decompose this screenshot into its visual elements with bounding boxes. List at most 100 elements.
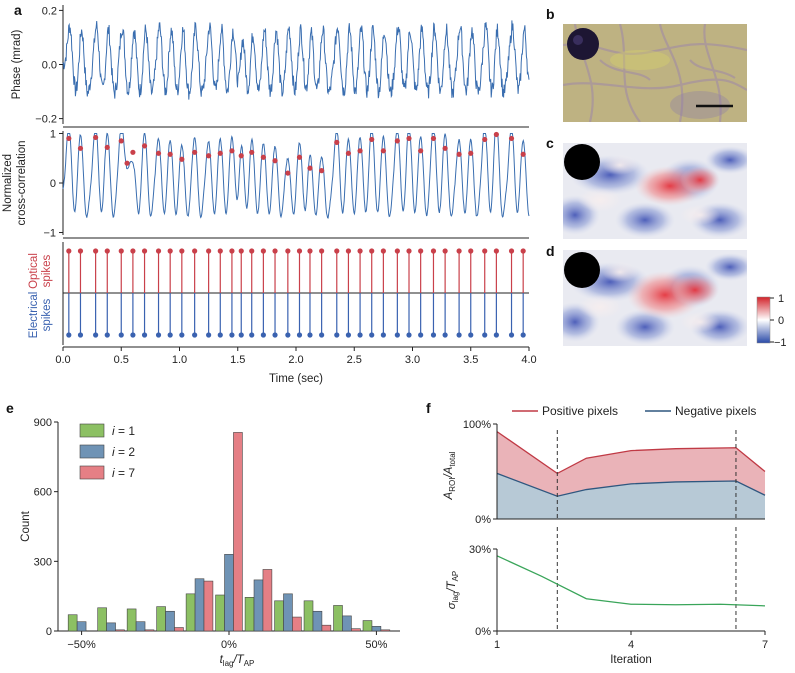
optical-spike-marker	[468, 248, 474, 254]
peak-marker	[130, 149, 136, 155]
colorbar-tick-0: 0	[778, 315, 784, 327]
peak-marker	[296, 154, 303, 160]
electrical-spike-marker	[319, 332, 325, 338]
electrode-shadow-d	[564, 252, 600, 288]
optical-spike-marker	[456, 248, 462, 254]
electrical-spike-marker	[394, 332, 400, 338]
x-tick-label: 2.5	[347, 354, 362, 366]
y-tick-label: 0	[50, 178, 56, 190]
correlation-map-c	[563, 143, 747, 239]
bar-i1_green	[333, 605, 343, 632]
peak-marker	[418, 148, 424, 154]
peak-marker	[206, 153, 212, 159]
bar-i2_blue	[76, 621, 87, 632]
electrical-spike-marker	[249, 332, 255, 338]
peak-marker	[155, 150, 162, 156]
x-tick-label: 1	[494, 639, 500, 651]
optical-spike-marker	[357, 248, 363, 254]
peak-marker	[442, 145, 448, 151]
optical-spike-marker	[272, 248, 278, 254]
electrical-spike-marker	[493, 332, 499, 338]
optical-spike-marker	[369, 248, 375, 254]
optical-spike-marker	[406, 248, 412, 254]
peak-marker	[104, 144, 110, 150]
bar-i2_blue	[106, 622, 116, 632]
electrical-spike-marker	[307, 332, 313, 338]
electrical-spike-marker	[155, 332, 162, 338]
bar-i2_blue	[283, 593, 293, 632]
optical-spike-marker	[334, 248, 340, 254]
peak-marker	[380, 148, 386, 154]
bar-i1_green	[362, 620, 373, 632]
bar-i7_red	[351, 628, 361, 632]
x-tick-label: 0%	[221, 639, 237, 651]
optical-spike-marker	[167, 248, 173, 254]
positive-area	[497, 431, 765, 497]
bar-i7_red	[380, 629, 391, 632]
panel-label-f: f	[426, 400, 431, 416]
x-tick-label: 3.0	[405, 354, 420, 366]
optical-spike-marker	[238, 248, 244, 254]
bar-i1_green	[274, 600, 284, 632]
peak-marker	[334, 139, 340, 145]
x-tick-label: 7	[762, 639, 768, 651]
x-tick-label: 0.5	[114, 354, 129, 366]
colorbar-tick-neg1: −1	[774, 337, 787, 349]
optical-spike-marker	[206, 248, 212, 254]
x-tick-label: 4.0	[521, 354, 536, 366]
electrode-shadow-b	[567, 28, 599, 60]
peak-marker	[357, 148, 363, 154]
peak-marker	[482, 136, 488, 143]
legend-swatch	[79, 423, 105, 438]
optical-spike-marker	[394, 248, 400, 254]
electrical-spike-marker	[520, 332, 526, 338]
colorbar-tick-1: 1	[778, 293, 784, 305]
bar-i1_green	[215, 594, 225, 632]
y-axis-label: Phase (mrad)	[11, 30, 23, 100]
peak-marker	[66, 135, 72, 142]
correlation-map-d	[563, 250, 747, 346]
peak-marker	[124, 160, 130, 166]
electrical-spike-marker	[93, 332, 99, 338]
peak-marker	[430, 135, 437, 142]
electrical-spike-marker	[369, 332, 375, 338]
optical-spike-marker	[179, 248, 185, 254]
electrical-spike-marker	[238, 332, 244, 338]
electrical-spike-marker	[285, 332, 291, 338]
optical-spike-marker	[118, 248, 124, 254]
peak-marker	[406, 135, 412, 142]
electrical-spike-marker	[77, 332, 84, 338]
optical-label-line1: Optical	[28, 253, 40, 289]
legend-swatch	[79, 465, 105, 480]
bar-i2_blue	[342, 615, 352, 632]
cross-correlation-plot: 1 0 −1 Normalized cross-correlation	[2, 128, 530, 240]
electrical-spike-marker	[508, 332, 515, 338]
y-tick-label: 30%	[469, 544, 491, 556]
bar-i1_green	[156, 606, 166, 632]
panel-label-a: a	[14, 2, 22, 18]
bar-i2_blue	[135, 621, 146, 632]
panel-label-e: e	[6, 400, 14, 416]
negative-area	[497, 473, 765, 519]
peak-marker	[260, 154, 266, 160]
peak-marker	[285, 170, 291, 176]
bar-i2_blue	[253, 579, 264, 632]
optical-spike-marker	[482, 248, 488, 254]
optical-spike-marker	[130, 248, 136, 254]
electrical-spike-marker	[442, 332, 448, 338]
bar-i7_red	[233, 432, 243, 632]
electrical-spike-marker	[430, 332, 437, 338]
legend-label: i = 2	[112, 445, 135, 459]
legend-label-positive: Positive pixels	[542, 404, 618, 418]
electrical-spike-marker	[206, 332, 212, 338]
bar-i7_red	[262, 569, 273, 632]
y-tick-label: 300	[34, 556, 52, 568]
y-tick-label: 0.0	[42, 60, 57, 72]
optical-spike-marker	[430, 248, 437, 254]
bar-i1_green	[244, 597, 255, 632]
x-axis-label: tlag/TAP	[220, 654, 255, 668]
optical-spike-marker	[229, 248, 235, 254]
sigma-line	[496, 555, 766, 607]
peak-marker	[369, 136, 375, 143]
